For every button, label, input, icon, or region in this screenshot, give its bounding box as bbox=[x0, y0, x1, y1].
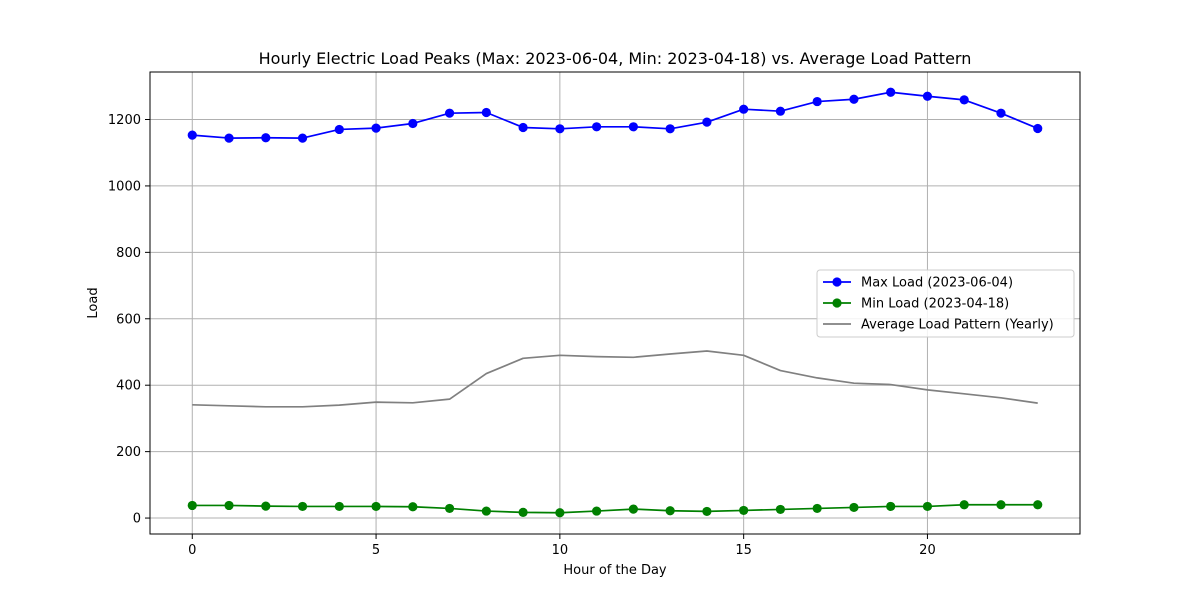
data-point bbox=[1033, 500, 1043, 510]
x-tick-label: 5 bbox=[372, 543, 380, 558]
data-point bbox=[775, 106, 786, 116]
data-point bbox=[996, 500, 1006, 510]
series-group bbox=[187, 500, 1043, 518]
data-point bbox=[702, 117, 712, 127]
data-point bbox=[555, 508, 565, 518]
data-point bbox=[592, 122, 602, 132]
data-point bbox=[555, 124, 565, 134]
series-line bbox=[192, 503, 1038, 514]
data-point bbox=[334, 501, 344, 512]
data-point bbox=[775, 504, 786, 515]
data-point bbox=[224, 133, 234, 143]
y-axis-ticks: 0 200 400 600 800 1000 1200 bbox=[108, 113, 150, 527]
legend-entry: Min Load (2023-04-18) bbox=[861, 297, 1009, 312]
data-point bbox=[371, 501, 381, 512]
data-point bbox=[518, 507, 528, 518]
data-point bbox=[849, 94, 859, 104]
data-point bbox=[371, 123, 381, 133]
data-point bbox=[702, 506, 712, 517]
y-tick-label: 800 bbox=[116, 246, 141, 261]
series-group bbox=[192, 350, 1038, 408]
data-point bbox=[886, 87, 896, 97]
data-point bbox=[518, 122, 528, 133]
x-tick-label: 20 bbox=[919, 543, 936, 558]
data-point bbox=[187, 500, 197, 511]
data-point bbox=[628, 504, 638, 514]
data-point bbox=[1033, 123, 1043, 134]
series-line bbox=[192, 91, 1039, 139]
data-point bbox=[297, 501, 308, 512]
data-point bbox=[261, 501, 271, 511]
data-point bbox=[739, 104, 749, 114]
data-point bbox=[849, 502, 859, 513]
data-point bbox=[922, 501, 933, 512]
x-tick-label: 0 bbox=[188, 543, 196, 558]
data-point bbox=[592, 506, 602, 516]
data-point bbox=[444, 108, 455, 118]
y-tick-label: 600 bbox=[116, 312, 141, 327]
series-group bbox=[187, 87, 1043, 143]
data-point bbox=[959, 500, 969, 510]
x-axis-label: Hour of the Day bbox=[563, 563, 667, 578]
y-axis-label: Load bbox=[86, 287, 101, 318]
legend-swatch-marker bbox=[832, 277, 842, 287]
data-point bbox=[187, 130, 197, 140]
plot-area-frame bbox=[149, 71, 1081, 535]
data-point bbox=[922, 91, 933, 101]
data-point bbox=[334, 124, 344, 135]
data-point bbox=[408, 118, 418, 129]
data-point bbox=[444, 503, 455, 514]
data-point bbox=[959, 95, 969, 105]
data-point bbox=[408, 502, 418, 512]
data-point bbox=[481, 107, 491, 118]
data-point bbox=[481, 506, 491, 516]
data-point bbox=[261, 133, 271, 143]
legend-box bbox=[816, 269, 1075, 338]
y-tick-label: 1000 bbox=[108, 179, 141, 194]
data-point bbox=[224, 500, 234, 511]
x-tick-label: 10 bbox=[552, 543, 569, 558]
data-point bbox=[812, 96, 822, 107]
legend-entry: Average Load Pattern (Yearly) bbox=[861, 318, 1054, 333]
y-tick-label: 0 bbox=[133, 512, 141, 527]
x-tick-label: 15 bbox=[735, 543, 752, 558]
data-point bbox=[628, 122, 638, 132]
legend-swatch-marker bbox=[832, 298, 842, 308]
plot-series bbox=[187, 87, 1043, 518]
legend: Max Load (2023-06-04) Min Load (2023-04-1… bbox=[816, 269, 1075, 338]
data-point bbox=[739, 505, 749, 516]
series-line bbox=[192, 350, 1038, 408]
x-axis-ticks: 0 5 10 15 20 bbox=[188, 534, 936, 558]
data-point bbox=[665, 124, 675, 134]
legend-entry: Max Load (2023-06-04) bbox=[861, 276, 1013, 291]
data-point bbox=[812, 503, 822, 514]
data-point bbox=[996, 108, 1006, 118]
chart-title: Hourly Electric Load Peaks (Max: 2023-06… bbox=[259, 49, 972, 68]
y-tick-label: 1200 bbox=[108, 113, 141, 128]
data-point bbox=[886, 501, 896, 512]
y-tick-label: 200 bbox=[116, 445, 141, 460]
data-point bbox=[297, 133, 308, 143]
y-tick-label: 400 bbox=[116, 379, 141, 394]
data-point bbox=[665, 506, 675, 516]
